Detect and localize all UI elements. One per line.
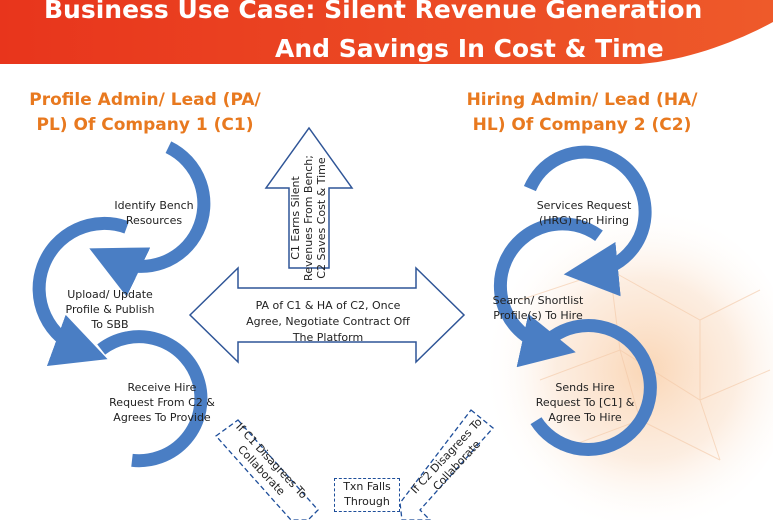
left-disagree-arrow	[215, 419, 319, 520]
left-cycle-rings	[32, 141, 211, 468]
left-step-receive-request: Receive Hire Request From C2 & Agrees To…	[109, 381, 215, 424]
up-arrow-label: C1 Earns Silent Revenues From Bench; C2 …	[289, 155, 328, 281]
double-arrow-label: PA of C1 & HA of C2, Once Agree, Negotia…	[246, 299, 410, 344]
right-step-search-shortlist: Search/ Shortlist Profile(s) To Hire	[492, 294, 584, 322]
left-step-upload-profile: Upload/ Update Profile & Publish To SBB	[65, 288, 155, 331]
header-band	[0, 0, 773, 64]
left-step-identify-bench: Identify Bench Resources	[114, 199, 194, 227]
txn-falls-through-box: Txn Falls Through	[334, 478, 400, 512]
up-arrow-shape	[264, 126, 354, 269]
page-title-line-2: And Savings In Cost & Time	[275, 34, 664, 63]
left-role-title: Profile Admin/ Lead (PA/ PL) Of Company …	[29, 90, 261, 135]
double-arrow-shape	[188, 266, 466, 364]
right-role-title: Hiring Admin/ Lead (HA/ HL) Of Company 2…	[466, 90, 698, 135]
right-step-sends-request: Sends Hire Request To [C1] & Agree To Hi…	[535, 381, 635, 424]
right-disagree-arrow	[399, 409, 494, 520]
right-cycle-rings	[493, 145, 657, 456]
background-glow-graphic	[465, 205, 773, 520]
right-step-services-request: Services Request (HRG) For Hiring	[536, 199, 632, 227]
page-title-line-1: Business Use Case: Silent Revenue Genera…	[44, 0, 703, 24]
